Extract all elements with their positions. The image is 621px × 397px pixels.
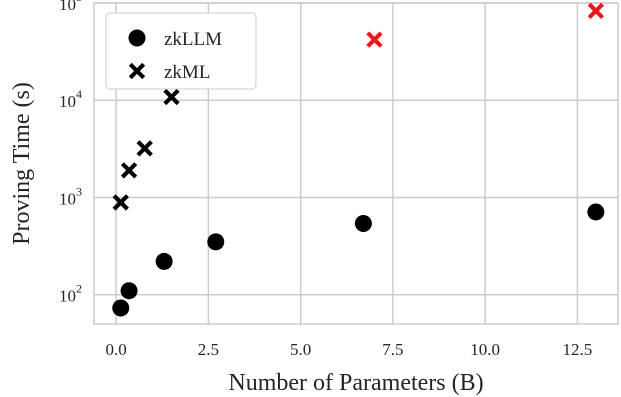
zkML-point [112, 194, 129, 211]
x-tick-label: 2.5 [198, 340, 219, 359]
legend-label: zkLLM [164, 29, 222, 50]
y-tick-labels: 102 103 104 105 [59, 0, 82, 306]
y-tick-label: 105 [59, 0, 82, 14]
y-tick-label: 104 [59, 87, 82, 111]
x-tick-label: 0.0 [106, 340, 127, 359]
legend-marker-zkML [128, 62, 146, 80]
plot-area [93, 2, 619, 325]
legend-marker-zkLLM [128, 29, 146, 47]
zkLLM-point [120, 282, 138, 300]
x-tick-label: 12.5 [563, 340, 593, 359]
legend: zkLLM zkML [105, 12, 257, 90]
zkML-point [366, 31, 383, 48]
zkML-point [163, 88, 180, 106]
x-tick-labels: 0.0 2.5 5.0 7.5 10.0 12.5 [106, 340, 593, 359]
x-tick-label: 7.5 [382, 340, 403, 359]
legend-box [105, 12, 257, 90]
y-axis-title: Proving Time (s) [9, 82, 35, 245]
zkLLM-point [354, 215, 372, 233]
zkML-point [587, 2, 605, 20]
zkLLM-point [155, 252, 173, 270]
zkML-point [136, 140, 153, 157]
zkML-point [120, 162, 138, 179]
x-tick-label: 10.0 [470, 340, 500, 359]
zkLLM-point [207, 233, 225, 251]
legend-label: zkML [164, 62, 210, 83]
data-points [112, 2, 605, 317]
x-tick-label: 5.0 [290, 340, 311, 359]
x-axis-title: Number of Parameters (B) [228, 370, 483, 396]
y-tick-label: 102 [59, 282, 82, 306]
zkLLM-point [587, 203, 605, 221]
y-tick-label: 103 [59, 184, 82, 208]
zkLLM-point [112, 299, 130, 317]
